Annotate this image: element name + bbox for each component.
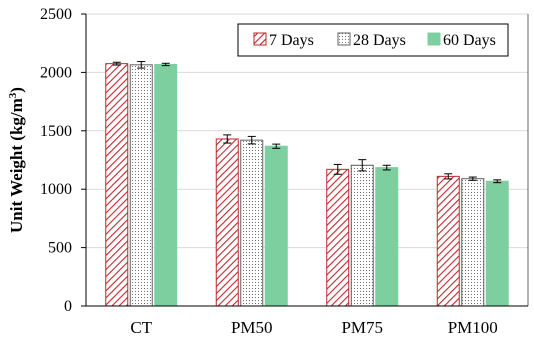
y-tick-label: 1500: [40, 123, 72, 140]
legend-label: 60 Days: [443, 32, 496, 49]
y-tick-label: 0: [64, 298, 72, 315]
bar: [461, 178, 485, 307]
y-tick-label: 1000: [40, 181, 72, 198]
x-category-labels: CT PM50 PM75 PM100: [130, 318, 497, 337]
bar: [485, 180, 509, 307]
legend-swatch: [427, 32, 441, 46]
legend-label: 28 Days: [353, 32, 406, 49]
y-tick-label: 500: [48, 240, 72, 257]
y-tick-label: 2500: [40, 6, 72, 23]
x-category-label: PM100: [448, 318, 498, 337]
bar: [240, 139, 264, 307]
bar: [375, 167, 399, 307]
bar: [105, 63, 129, 307]
legend-box: [237, 23, 509, 57]
axes: [81, 13, 529, 307]
x-category-label: CT: [130, 318, 152, 337]
bar: [436, 175, 460, 307]
legend-swatch: [253, 32, 267, 46]
bar: [129, 64, 153, 307]
x-category-label: PM75: [341, 318, 383, 337]
bar: [154, 63, 178, 307]
bar: [264, 145, 288, 307]
bar: [326, 168, 350, 307]
bar: [215, 138, 239, 307]
error-bars: [112, 61, 502, 184]
y-tick-labels: 0 500 1000 1500 2000 2500: [40, 6, 72, 315]
bars: [105, 63, 509, 307]
legend: 7 Days 28 Days 60 Days: [237, 23, 509, 57]
y-tick-label: 2000: [40, 64, 72, 81]
y-axis-title: Unit Weight (kg/m3): [7, 87, 26, 233]
x-category-label: PM50: [231, 318, 273, 337]
legend-swatch: [337, 32, 351, 46]
bar: [350, 164, 374, 307]
legend-label: 7 Days: [269, 32, 314, 49]
